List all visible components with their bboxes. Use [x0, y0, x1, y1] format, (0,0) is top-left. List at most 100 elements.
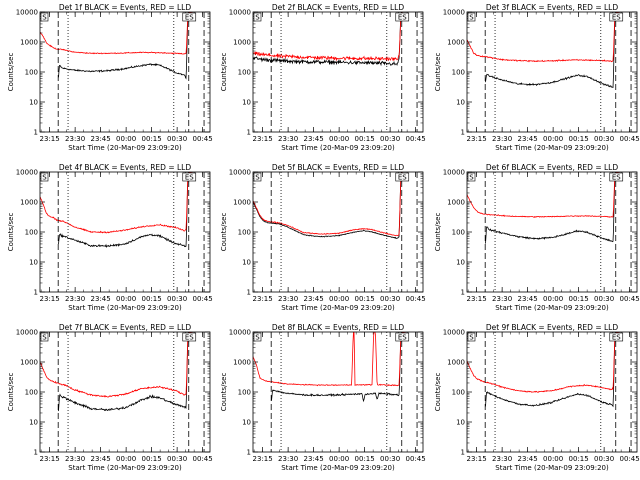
x-tick-label: 00:30 — [167, 135, 187, 143]
y-tick-label: 10 — [242, 259, 251, 267]
y-tick-label: 100 — [238, 389, 251, 397]
y-tick-label: 100 — [452, 229, 465, 237]
y-tick-label: 1 — [247, 289, 251, 297]
x-tick-label: 00:00 — [329, 295, 349, 303]
x-axis-label: Start Time (20-Mar-09 23:09:20) — [68, 304, 182, 312]
y-tick-label: 1000 — [447, 39, 465, 47]
end-marker-label: ES — [395, 332, 410, 342]
x-tick-label: 00:30 — [594, 135, 614, 143]
start-marker-label: S — [467, 172, 476, 182]
panel-2: Det 2f BLACK = Events, RED = LLD 1 10 100 10… — [220, 3, 426, 152]
panel-6: Det 6f BLACK = Events, RED = LLD 1 10 100 10… — [434, 163, 640, 312]
start-marker-label: S — [253, 12, 262, 22]
start-marker-label: S — [253, 172, 262, 182]
x-tick-label: 23:15 — [467, 135, 487, 143]
start-marker-text: S — [469, 174, 474, 182]
y-tick-label: 1000 — [447, 199, 465, 207]
y-tick-label: 1000 — [447, 359, 465, 367]
x-tick-label: 00:45 — [193, 455, 213, 463]
axes-frame — [466, 11, 638, 133]
x-tick-label: 23:45 — [518, 135, 538, 143]
axes-frame — [39, 171, 211, 293]
end-marker-label: ES — [182, 172, 197, 182]
x-axis-label: Start Time (20-Mar-09 23:09:20) — [281, 304, 395, 312]
series-events-line — [58, 12, 194, 80]
y-tick-label: 100 — [238, 229, 251, 237]
x-tick-label: 00:00 — [543, 455, 563, 463]
x-tick-label: 23:45 — [304, 295, 324, 303]
y-tick-label: 10 — [456, 99, 465, 107]
end-marker-text: ES — [185, 174, 194, 182]
y-tick-label: 10000 — [443, 9, 465, 17]
x-tick-label: 23:15 — [40, 135, 60, 143]
x-tick-label: 00:15 — [142, 295, 162, 303]
end-marker-text: ES — [612, 334, 621, 342]
x-tick-label: 00:15 — [142, 455, 162, 463]
y-tick-label: 1000 — [20, 359, 38, 367]
start-marker-text: S — [255, 174, 260, 182]
x-tick-label: 00:45 — [406, 135, 426, 143]
series-lld-line — [40, 172, 194, 234]
series-events-line — [58, 172, 194, 249]
start-marker-text: S — [255, 14, 260, 22]
x-tick-label: 00:30 — [380, 455, 400, 463]
y-tick-label: 10000 — [16, 9, 38, 17]
y-tick-label: 10 — [29, 259, 38, 267]
x-tick-label: 23:15 — [253, 455, 273, 463]
x-tick-label: 00:30 — [594, 455, 614, 463]
y-tick-label: 10 — [456, 259, 465, 267]
x-tick-label: 00:45 — [193, 295, 213, 303]
end-marker-label: ES — [182, 12, 197, 22]
axes-frame — [466, 171, 638, 293]
y-tick-label: 100 — [238, 69, 251, 77]
series-lld-line — [253, 12, 403, 62]
x-tick-label: 00:15 — [142, 135, 162, 143]
y-tick-label: 10 — [29, 99, 38, 107]
x-tick-label: 23:45 — [91, 135, 111, 143]
x-tick-label: 00:15 — [569, 135, 589, 143]
x-tick-label: 00:45 — [193, 135, 213, 143]
plot-area — [40, 12, 194, 80]
panel-title: Det 9f BLACK = Events, RED = LLD — [486, 323, 619, 332]
start-marker-label: S — [40, 172, 49, 182]
y-tick-label: 1000 — [233, 359, 251, 367]
panel-title: Det 2f BLACK = Events, RED = LLD — [272, 3, 405, 12]
y-tick-label: 10 — [242, 419, 251, 427]
y-tick-label: 100 — [25, 389, 38, 397]
x-tick-label: 23:15 — [253, 295, 273, 303]
x-tick-label: 23:30 — [278, 135, 298, 143]
plot-area — [253, 172, 403, 239]
series-lld-line — [467, 172, 621, 218]
end-marker-label: ES — [182, 332, 197, 342]
y-tick-label: 10000 — [443, 329, 465, 337]
x-tick-label: 00:00 — [543, 295, 563, 303]
x-tick-label: 00:45 — [620, 295, 640, 303]
y-tick-label: 100 — [25, 69, 38, 77]
y-tick-label: 1000 — [233, 199, 251, 207]
x-tick-label: 00:30 — [594, 295, 614, 303]
y-tick-label: 10000 — [16, 329, 38, 337]
start-marker-label: S — [467, 12, 476, 22]
series-events-line — [271, 332, 407, 403]
plot-area — [467, 12, 621, 89]
series-events-line — [485, 332, 621, 408]
start-marker-label: S — [467, 332, 476, 342]
panel-title: Det 6f BLACK = Events, RED = LLD — [486, 163, 619, 172]
panel-title: Det 7f BLACK = Events, RED = LLD — [59, 323, 192, 332]
y-axis-label: Counts/sec — [220, 373, 228, 412]
y-tick-label: 1 — [247, 449, 251, 457]
start-marker-label: S — [40, 332, 49, 342]
panel-4: Det 4f BLACK = Events, RED = LLD 1 10 100 10… — [7, 163, 213, 312]
series-lld-line — [40, 332, 194, 398]
x-tick-label: 23:15 — [40, 455, 60, 463]
y-tick-label: 10000 — [16, 169, 38, 177]
x-tick-label: 23:45 — [304, 135, 324, 143]
y-tick-label: 1 — [34, 289, 38, 297]
y-tick-label: 1000 — [233, 39, 251, 47]
plot-area — [253, 12, 403, 67]
x-tick-label: 23:30 — [278, 295, 298, 303]
start-marker-text: S — [42, 14, 47, 22]
x-tick-label: 00:45 — [406, 295, 426, 303]
y-axis-label: Counts/sec — [7, 213, 15, 252]
axes-frame — [39, 331, 211, 453]
